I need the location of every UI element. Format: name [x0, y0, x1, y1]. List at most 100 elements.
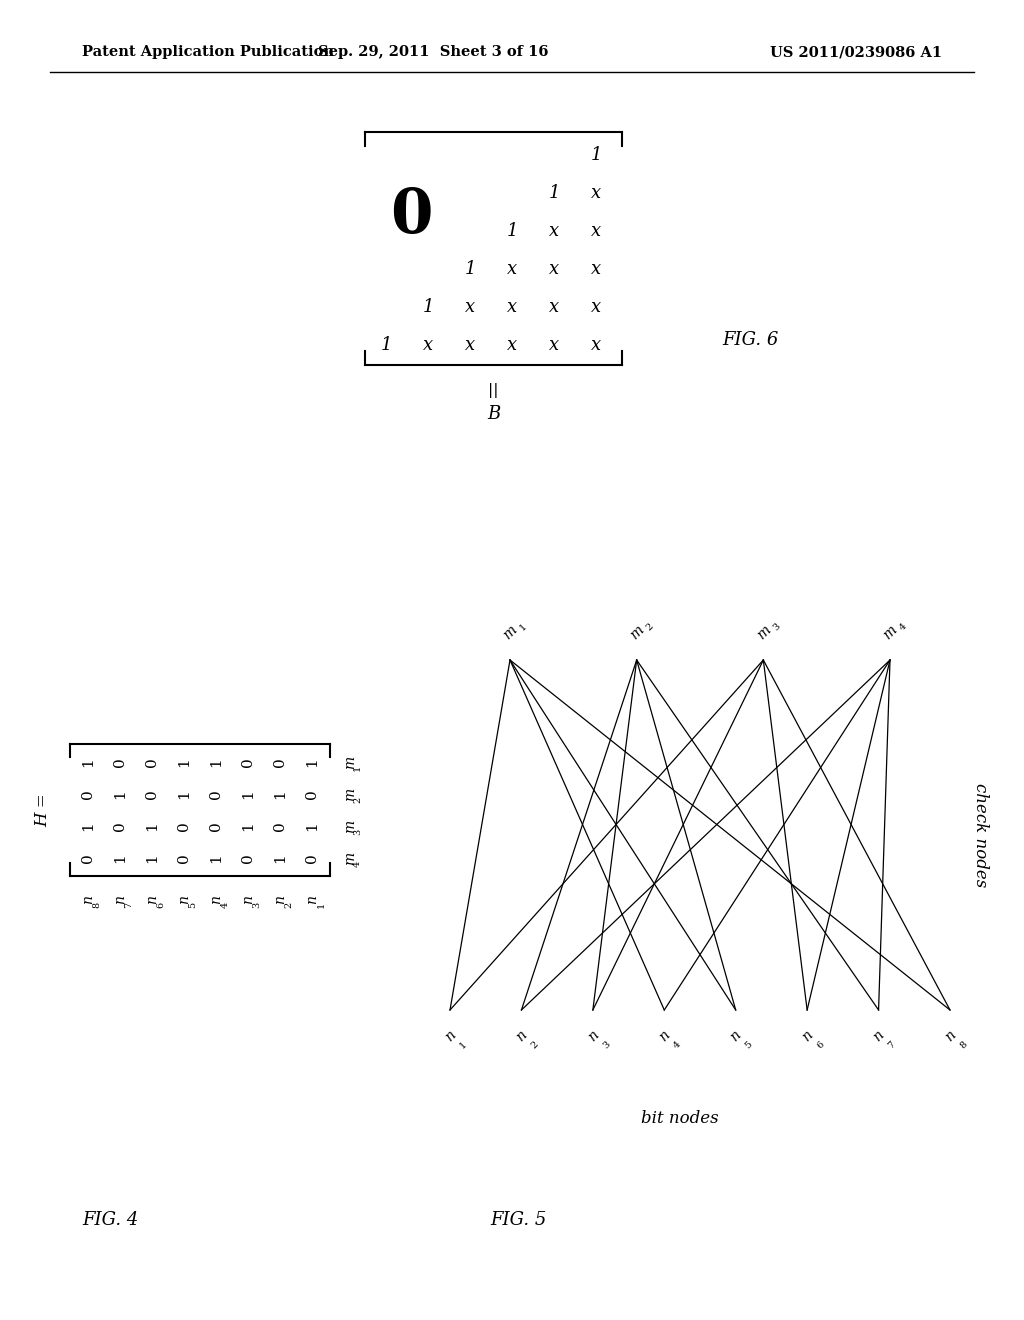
- Text: 3: 3: [253, 903, 261, 908]
- Text: 1: 1: [241, 821, 255, 830]
- Text: 1: 1: [548, 183, 560, 202]
- Text: 0: 0: [113, 821, 127, 830]
- Text: m: m: [881, 623, 900, 642]
- Text: n: n: [585, 1028, 601, 1044]
- Text: 4: 4: [673, 1040, 683, 1051]
- Text: n: n: [177, 895, 191, 904]
- Text: m: m: [627, 623, 646, 642]
- Text: n: n: [656, 1028, 673, 1044]
- Text: x: x: [549, 260, 559, 277]
- Text: 1: 1: [273, 789, 287, 799]
- Text: x: x: [549, 222, 559, 240]
- Text: 2: 2: [529, 1040, 541, 1051]
- Text: 0: 0: [273, 821, 287, 830]
- Text: x: x: [465, 298, 475, 315]
- Text: Patent Application Publication: Patent Application Publication: [82, 45, 334, 59]
- Text: n: n: [241, 895, 255, 904]
- Text: 1: 1: [241, 789, 255, 799]
- Text: 0: 0: [305, 853, 319, 863]
- Text: n: n: [728, 1028, 743, 1044]
- Text: 0: 0: [177, 821, 191, 830]
- Text: 1: 1: [506, 222, 518, 240]
- Text: 2: 2: [285, 903, 294, 908]
- Text: 1: 1: [145, 853, 159, 863]
- Text: 0: 0: [177, 853, 191, 863]
- Text: 7: 7: [887, 1040, 897, 1051]
- Text: 0: 0: [273, 758, 287, 767]
- Text: 0: 0: [209, 821, 223, 830]
- Text: x: x: [507, 298, 517, 315]
- Text: Sep. 29, 2011  Sheet 3 of 16: Sep. 29, 2011 Sheet 3 of 16: [317, 45, 548, 59]
- Text: x: x: [507, 335, 517, 354]
- Text: US 2011/0239086 A1: US 2011/0239086 A1: [770, 45, 942, 59]
- Text: n: n: [442, 1028, 458, 1044]
- Text: 0: 0: [390, 186, 432, 246]
- Text: m: m: [343, 851, 357, 865]
- Text: x: x: [507, 260, 517, 277]
- Text: 4: 4: [898, 622, 908, 632]
- Text: 6: 6: [815, 1040, 825, 1051]
- Text: 8: 8: [92, 903, 101, 908]
- Text: FIG. 5: FIG. 5: [490, 1210, 547, 1229]
- Text: m: m: [343, 788, 357, 800]
- Text: 1: 1: [177, 758, 191, 767]
- Text: x: x: [591, 335, 601, 354]
- Text: x: x: [549, 335, 559, 354]
- Text: 0: 0: [241, 853, 255, 863]
- Text: 3: 3: [771, 622, 782, 632]
- Text: x: x: [591, 260, 601, 277]
- Text: m: m: [501, 623, 519, 642]
- Text: 1: 1: [113, 853, 127, 863]
- Text: n: n: [81, 895, 95, 904]
- Text: 1: 1: [305, 758, 319, 767]
- Text: H =: H =: [35, 793, 51, 826]
- Text: n: n: [273, 895, 287, 904]
- Text: n: n: [209, 895, 223, 904]
- Text: 1: 1: [353, 764, 361, 771]
- Text: n: n: [145, 895, 159, 904]
- Text: n: n: [870, 1028, 887, 1044]
- Text: 1: 1: [145, 821, 159, 830]
- Text: 2: 2: [645, 622, 655, 632]
- Text: 1: 1: [81, 821, 95, 830]
- Text: 3: 3: [353, 829, 361, 834]
- Text: n: n: [113, 895, 127, 904]
- Text: 7: 7: [125, 903, 133, 908]
- Text: 1: 1: [518, 622, 528, 632]
- Text: n: n: [305, 895, 319, 904]
- Text: 0: 0: [241, 758, 255, 767]
- Text: 5: 5: [743, 1040, 755, 1051]
- Text: 1: 1: [380, 335, 392, 354]
- Text: 1: 1: [113, 789, 127, 799]
- Text: 1: 1: [316, 903, 326, 908]
- Text: 0: 0: [305, 789, 319, 799]
- Text: 1: 1: [305, 821, 319, 830]
- Text: 0: 0: [113, 758, 127, 767]
- Text: x: x: [423, 335, 433, 354]
- Text: x: x: [465, 335, 475, 354]
- Text: check nodes: check nodes: [972, 783, 988, 887]
- Text: 1: 1: [464, 260, 476, 277]
- Text: 0: 0: [145, 789, 159, 799]
- Text: n: n: [513, 1028, 529, 1044]
- Text: x: x: [549, 298, 559, 315]
- Text: 1: 1: [177, 789, 191, 799]
- Text: 4: 4: [220, 903, 229, 908]
- Text: FIG. 4: FIG. 4: [82, 1210, 138, 1229]
- Text: n: n: [799, 1028, 815, 1044]
- Text: ||: ||: [488, 383, 499, 399]
- Text: 0: 0: [81, 853, 95, 863]
- Text: B: B: [486, 405, 500, 422]
- Text: 1: 1: [422, 298, 434, 315]
- Text: 0: 0: [209, 789, 223, 799]
- Text: 1: 1: [209, 758, 223, 767]
- Text: FIG. 6: FIG. 6: [722, 331, 778, 348]
- Text: 1: 1: [273, 853, 287, 863]
- Text: 1: 1: [81, 758, 95, 767]
- Text: 0: 0: [145, 758, 159, 767]
- Text: 1: 1: [458, 1040, 469, 1051]
- Text: 0: 0: [81, 789, 95, 799]
- Text: x: x: [591, 222, 601, 240]
- Text: m: m: [754, 623, 773, 642]
- Text: m: m: [343, 755, 357, 768]
